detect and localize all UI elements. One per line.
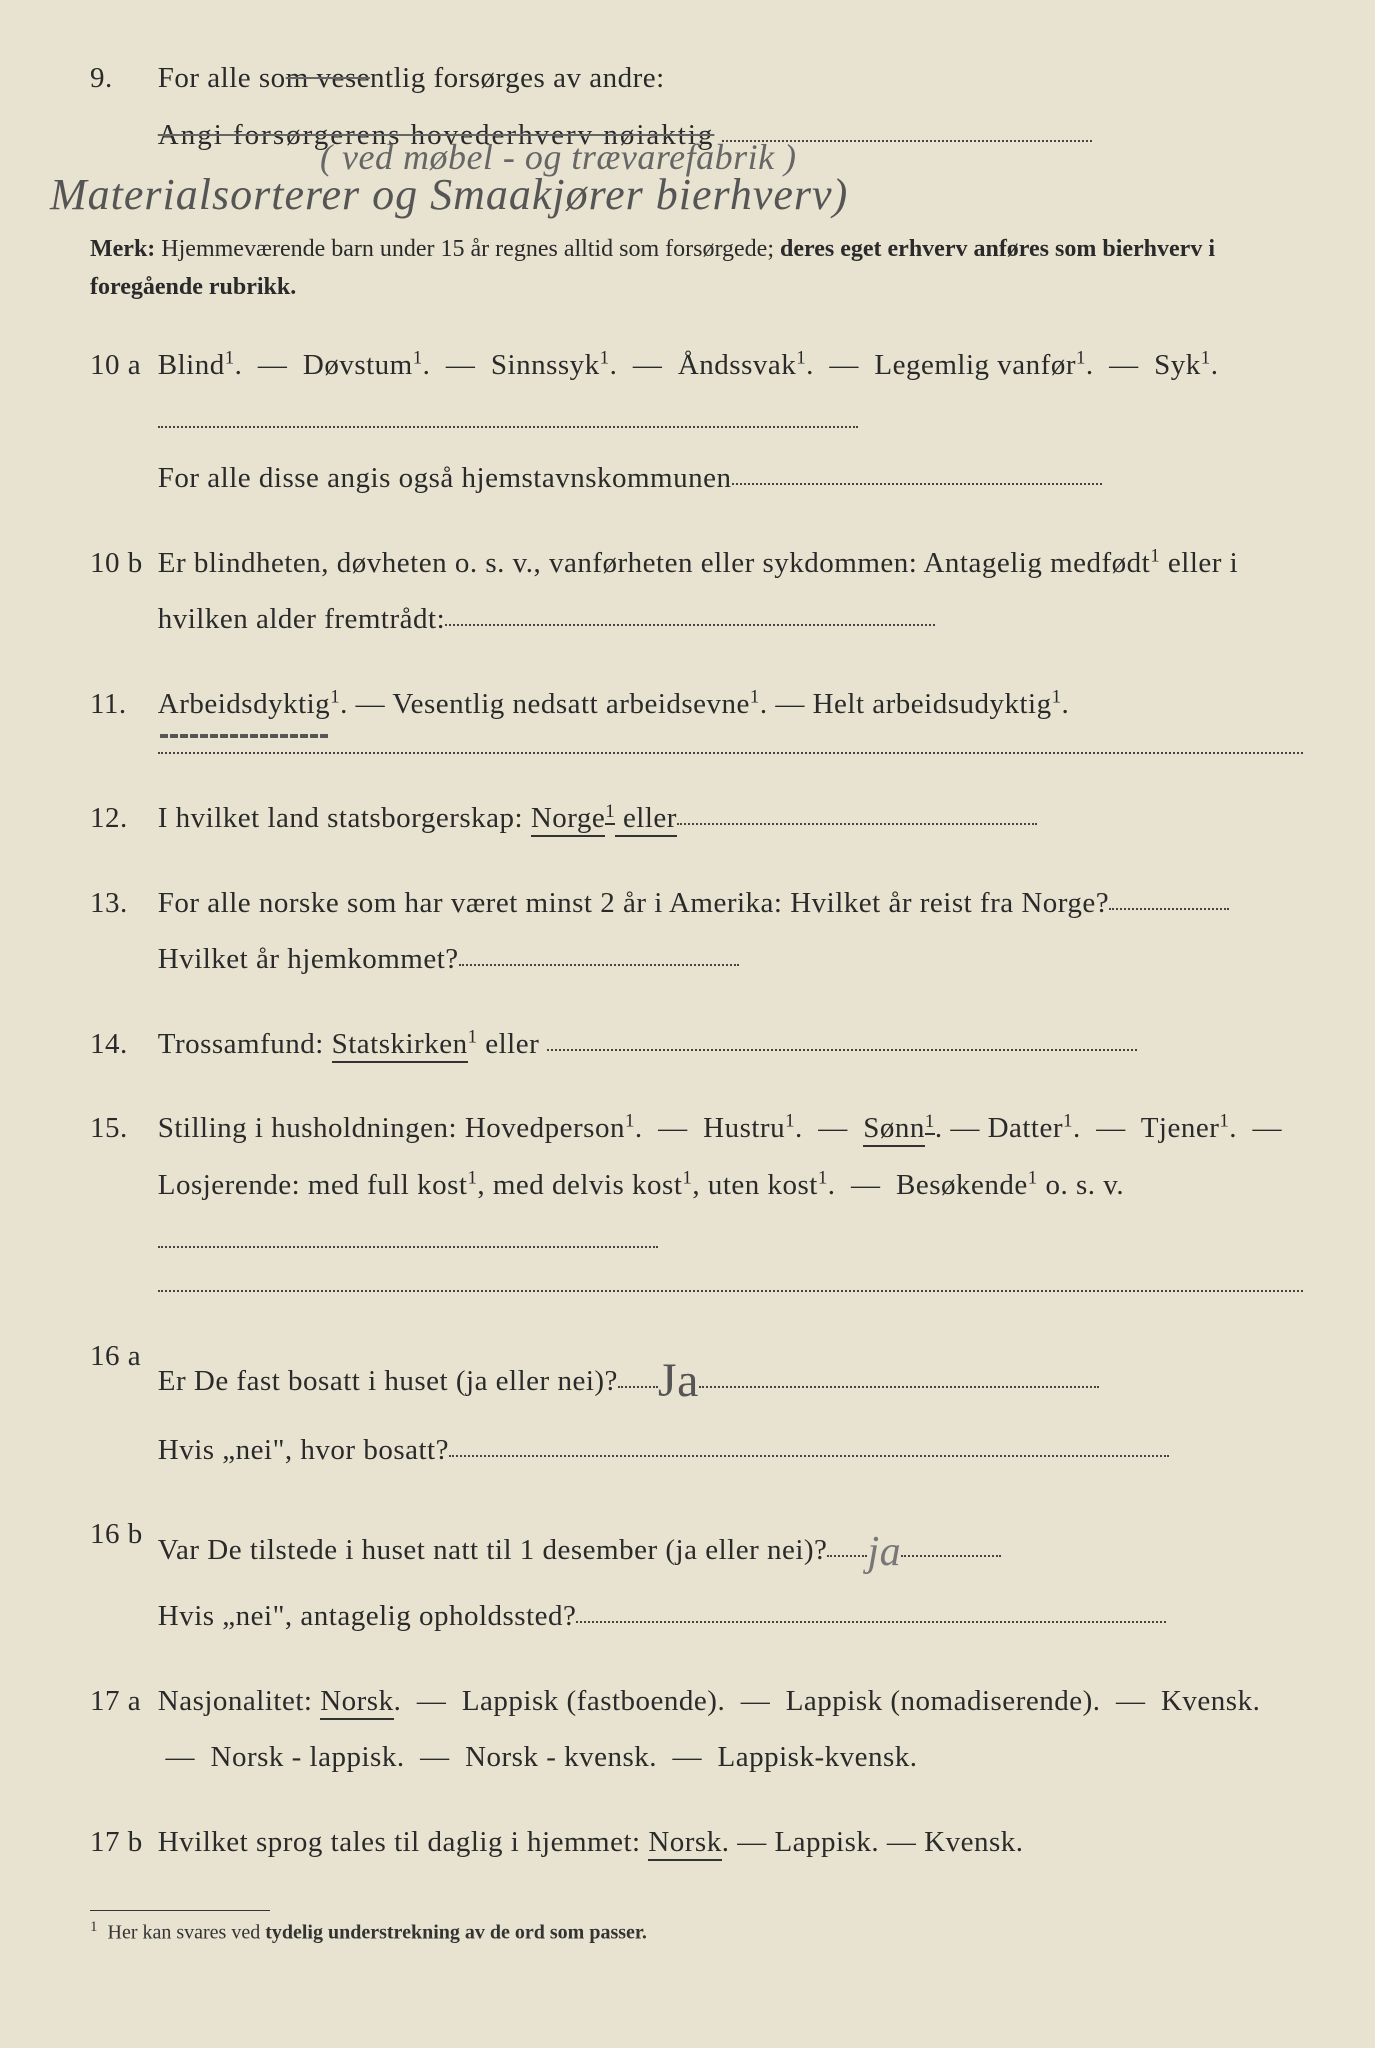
q13-text2: Hvilket år hjemkommet? [158,943,459,975]
q17a-o7: Lappisk-kvensk [718,1741,910,1773]
q15-o1: Hovedperson [465,1112,625,1144]
q10a-opt4: Åndssvak [678,349,796,381]
footnote-rule [90,1910,270,1911]
q14-after: eller [485,1028,547,1060]
q16b-line2: Hvis „nei", antagelig opholdssted? [158,1600,577,1632]
q12-text: I hvilket land statsborgerskap: [158,802,531,834]
q17a-text: Nasjonalitet: [158,1685,320,1717]
q10a-opt2: Døvstum [303,349,413,381]
q16a-text: Er De fast bosatt i huset (ja eller nei)… [158,1365,618,1397]
q15-text: Stilling i husholdningen: [158,1112,465,1144]
census-form-page: 9. For alle som vesentlig forsørges av a… [0,0,1375,2048]
question-14: 14. Trossamfund: Statskirken1 eller [90,1016,1305,1073]
q10a-opt6: Syk [1154,349,1201,381]
footnote-num: 1 [90,1919,98,1935]
q15-bes: Besøkende [896,1169,1028,1201]
q17a-number: 17 a [90,1673,150,1730]
q9-text-b: m vese [286,62,370,94]
q17b-text: Hvilket sprog tales til daglig i hjemmet… [158,1826,649,1858]
q16b-body: Var De tilstede i huset natt til 1 desem… [158,1506,1303,1644]
q16b-answer: ja [867,1512,901,1594]
footnote-text2: tydelig understrekning av de ord som pas… [265,1922,647,1944]
q16a-line2: Hvis „nei", hvor bosatt? [158,1434,449,1466]
q11-opt1: Arbeidsdyktig [158,676,330,733]
q9-number: 9. [90,50,150,107]
q17a-o1: Norsk [320,1685,393,1720]
q16b-text: Var De tilstede i huset natt til 1 desem… [158,1534,828,1566]
merk-label: Merk: [90,236,155,262]
question-15: 15. Stilling i husholdningen: Hovedperso… [90,1100,1305,1300]
q10a-number: 10 a [90,337,150,394]
q13-text1: For alle norske som har været minst 2 år… [158,887,1109,919]
q15-o4: Datter [988,1112,1063,1144]
q15-los2: , med delvis kost [477,1169,682,1201]
q12-body: I hvilket land statsborgerskap: Norge1 e… [158,790,1303,847]
q14-number: 14. [90,1016,150,1073]
q12-opt: Norge [531,802,605,837]
q17a-o5: Norsk - lappisk [211,1741,397,1773]
footnote: 1 Her kan svares ved tydelig understrekn… [90,1919,1305,1945]
question-16a: 16 a Er De fast bosatt i huset (ja eller… [90,1328,1305,1478]
q15-o5: Tjener [1141,1112,1220,1144]
q17b-o1: Norsk [648,1826,721,1861]
q15-o2: Hustru [703,1112,785,1144]
question-17b: 17 b Hvilket sprog tales til daglig i hj… [90,1814,1305,1871]
q13-body: For alle norske som har været minst 2 år… [158,875,1303,988]
q17a-body: Nasjonalitet: Norsk. — Lappisk (fastboen… [158,1673,1303,1786]
q14-body: Trossamfund: Statskirken1 eller [158,1016,1303,1073]
q9-text-a: For alle so [158,62,286,94]
question-16b: 16 b Var De tilstede i huset natt til 1 … [90,1506,1305,1644]
q14-opt: Statskirken [332,1028,468,1063]
q15-o3: Sønn [863,1112,925,1147]
q10b-text1: Er blindheten, døvheten o. s. v., vanfør… [158,547,1150,579]
q10b-number: 10 b [90,535,150,592]
q16b-number: 16 b [90,1506,150,1563]
q10a-opt5: Legemlig vanfør [874,349,1076,381]
q14-text: Trossamfund: [158,1028,332,1060]
q17a-o2: Lappisk (fastboende) [462,1685,718,1717]
q15-body: Stilling i husholdningen: Hovedperson1. … [158,1100,1303,1300]
q11-opt2: Vesentlig nedsatt arbeidsevne [392,688,750,720]
q17b-body: Hvilket sprog tales til daglig i hjemmet… [158,1814,1303,1871]
question-10b: 10 b Er blindheten, døvheten o. s. v., v… [90,535,1305,648]
q17a-o4: Kvensk [1161,1685,1253,1717]
q17b-number: 17 b [90,1814,150,1871]
question-9: 9. For alle som vesentlig forsørges av a… [90,50,1305,163]
footnote-text1: Her kan svares ved [108,1922,266,1944]
q16a-number: 16 a [90,1328,150,1385]
q12-after: eller [615,802,677,837]
q10a-opt3: Sinnssyk [491,349,600,381]
q10a-opt1: Blind [158,349,225,381]
q17b-o3: Kvensk [924,1826,1016,1858]
q15-osv: o. s. v. [1045,1169,1124,1201]
question-17a: 17 a Nasjonalitet: Norsk. — Lappisk (fas… [90,1673,1305,1786]
q11-body: Arbeidsdyktig1. — Vesentlig nedsatt arbe… [158,676,1303,763]
question-12: 12. I hvilket land statsborgerskap: Norg… [90,790,1305,847]
q15-los: Losjerende: med full kost [158,1169,468,1201]
q17a-o6: Norsk - kvensk [465,1741,649,1773]
q9-text-c: ntlig forsørges av andre: [370,62,665,94]
q10b-body: Er blindheten, døvheten o. s. v., vanfør… [158,535,1303,648]
q17a-o3: Lappisk (nomadiserende) [786,1685,1093,1717]
q10a-body: Blind1. — Døvstum1. — Sinnssyk1. — Åndss… [158,337,1303,507]
q12-number: 12. [90,790,150,847]
question-11: 11. Arbeidsdyktig1. — Vesentlig nedsatt … [90,676,1305,763]
question-10a: 10 a Blind1. — Døvstum1. — Sinnssyk1. — … [90,337,1305,507]
question-13: 13. For alle norske som har været minst … [90,875,1305,988]
q13-number: 13. [90,875,150,932]
q11-opt3: Helt arbeidsudyktig [813,688,1052,720]
q16a-body: Er De fast bosatt i huset (ja eller nei)… [158,1328,1303,1478]
q15-number: 15. [90,1100,150,1157]
q9-handwriting-2: Materialsorterer og Smaakjører bierhverv… [50,169,1265,220]
merk-note: Merk: Hjemmeværende barn under 15 år reg… [90,230,1305,307]
q11-number: 11. [90,676,150,733]
merk-text1: Hjemmeværende barn under 15 år regnes al… [161,236,780,262]
q17b-o2: Lappisk [774,1826,871,1858]
q15-los3: uten kost [708,1169,818,1201]
q10a-line3: For alle disse angis også hjemstavnskomm… [158,462,732,494]
q16a-answer: Ja [658,1334,699,1428]
